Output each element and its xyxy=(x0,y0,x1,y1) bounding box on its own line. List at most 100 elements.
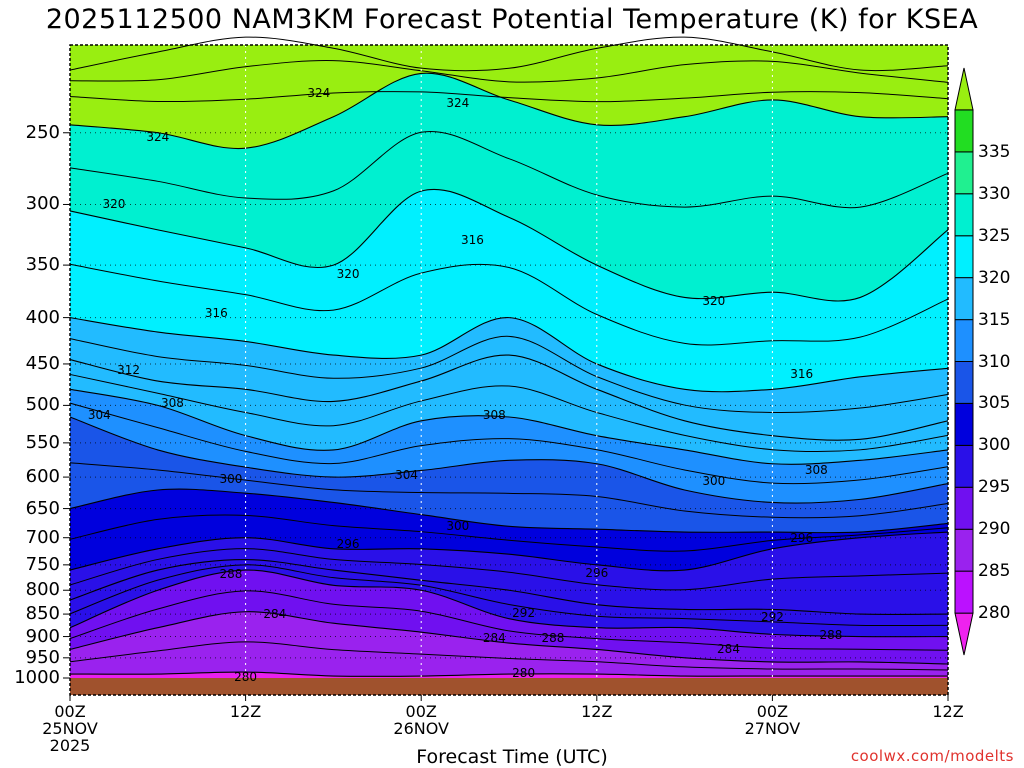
isentrope-318 xyxy=(69,263,949,346)
contour-label: 304 xyxy=(87,408,111,423)
y-tick-label: 600 xyxy=(25,466,60,488)
isentrope-290 xyxy=(69,564,949,627)
colorbar-segment xyxy=(954,361,974,404)
y-tick-label: 700 xyxy=(25,526,60,548)
colorbar-label: 300 xyxy=(978,435,1011,456)
colorbar-segment xyxy=(954,486,974,530)
contour-label: 316 xyxy=(790,367,814,382)
contour-label: 288 xyxy=(541,630,565,645)
colorbar-segment xyxy=(954,235,974,279)
isentrope-308 xyxy=(69,388,949,465)
colorbar-segment xyxy=(954,319,974,362)
contour-label: 324 xyxy=(146,130,170,145)
isentrope-306 xyxy=(69,402,949,485)
y-tick-label: 550 xyxy=(25,431,60,453)
contour-label: 300 xyxy=(219,472,243,487)
contour-label: 316 xyxy=(460,232,484,247)
colorbar-segment xyxy=(954,109,974,153)
contour-label: 296 xyxy=(336,537,360,552)
fill-band-284 xyxy=(70,611,948,678)
colorbar-label: 290 xyxy=(978,519,1011,540)
y-tick-label: 950 xyxy=(25,646,60,668)
colorbar-label: 320 xyxy=(978,267,1011,288)
plot-frame xyxy=(69,44,949,696)
isentrope-316 xyxy=(69,317,949,393)
colorbar-label: 335 xyxy=(978,141,1011,162)
colorbar-segment xyxy=(954,402,974,446)
y-tick-label: 450 xyxy=(25,352,60,374)
contour-label: 284 xyxy=(717,642,740,657)
isentrope-upper-2 xyxy=(69,36,949,72)
contour-label: 292 xyxy=(760,610,784,625)
isentrope-294 xyxy=(69,548,949,591)
x-tick-label: 00Z 25NOV 2025 xyxy=(42,702,98,755)
contour-label: 288 xyxy=(219,566,243,581)
y-tick-label: 250 xyxy=(25,121,60,143)
x-tick-label: 12Z xyxy=(581,702,613,721)
colorbar-segment xyxy=(954,151,974,195)
colorbar-label: 310 xyxy=(978,351,1011,372)
contour-label: 320 xyxy=(102,197,126,212)
colorbar-label: 315 xyxy=(978,309,1011,330)
contour-label: 280 xyxy=(512,665,536,680)
contour-label: 284 xyxy=(263,606,287,621)
contour-label: 304 xyxy=(395,468,419,483)
colorbar-label: 305 xyxy=(978,393,1011,414)
isentrope-284 xyxy=(69,611,949,665)
contour-label: 308 xyxy=(482,408,506,423)
isentrope-314 xyxy=(69,335,949,414)
x-axis-label: Forecast Time (UTC) xyxy=(416,746,608,768)
y-tick-label: 650 xyxy=(25,497,60,519)
y-tick-label: 900 xyxy=(25,625,60,647)
contour-label: 296 xyxy=(585,565,609,580)
isentrope-298 xyxy=(69,514,949,552)
colorbar-segment xyxy=(954,277,974,321)
contour-label: 308 xyxy=(804,462,828,477)
isentrope-312 xyxy=(69,354,949,441)
colorbar-segment xyxy=(954,444,974,488)
colorbar-label: 285 xyxy=(978,561,1011,582)
isentrope-282 xyxy=(69,641,949,671)
y-tick-label: 1000 xyxy=(14,667,60,688)
colorbar-label: 330 xyxy=(978,183,1011,204)
y-tick-label: 800 xyxy=(25,579,60,601)
x-tick-label: 12Z xyxy=(229,702,262,721)
isentrope-300 xyxy=(69,488,949,534)
isentrope-upper-0 xyxy=(69,91,949,103)
contour-label: 292 xyxy=(512,606,536,621)
contour-label: 312 xyxy=(117,363,140,377)
isentrope-304 xyxy=(69,416,949,504)
y-tick-label: 850 xyxy=(25,603,60,625)
colorbar-label: 295 xyxy=(978,477,1011,498)
contour-label: 320 xyxy=(702,293,726,308)
x-tick-label: 00Z 26NOV xyxy=(393,702,449,738)
colorbar-label: 325 xyxy=(978,225,1011,246)
contour-label: 316 xyxy=(204,305,228,320)
contour-label: 324 xyxy=(307,86,331,101)
isentrope-322 xyxy=(69,130,949,209)
contour-label: 300 xyxy=(446,519,470,534)
x-tick-label: 12Z xyxy=(932,702,964,721)
credit-link[interactable]: coolwx.com/modelts xyxy=(850,747,1014,765)
contour-label: 308 xyxy=(160,396,184,410)
isentrope-296 xyxy=(69,531,949,572)
contour-label: 284 xyxy=(482,630,506,645)
ground xyxy=(70,678,948,695)
y-tick-label: 300 xyxy=(25,193,60,215)
y-tick-label: 500 xyxy=(25,394,60,416)
colorbar-segment xyxy=(954,570,974,614)
isentrope-upper-1 xyxy=(69,60,949,83)
y-tick-label: 400 xyxy=(25,306,60,328)
contour-label: 296 xyxy=(790,530,814,545)
x-tick-label: 00Z 27NOV xyxy=(744,702,801,738)
isentrope-310 xyxy=(69,373,949,453)
colorbar-segment xyxy=(954,67,974,111)
colorbar-segment xyxy=(954,528,974,572)
isentrope-324 xyxy=(69,72,949,150)
contour-label: 320 xyxy=(336,266,360,281)
contour-label: 280 xyxy=(234,669,258,684)
isentrope-286 xyxy=(69,590,949,651)
y-tick-label: 350 xyxy=(25,254,60,276)
isentrope-320 xyxy=(69,189,949,302)
